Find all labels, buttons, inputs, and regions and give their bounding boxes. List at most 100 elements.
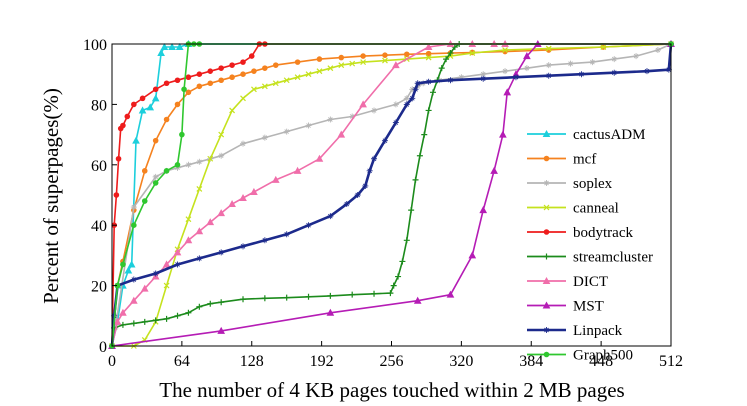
soplex-point [174,164,181,171]
soplex-point [152,173,159,180]
dict-point [173,248,182,256]
graph500-point [163,168,170,174]
dict-point [206,218,215,226]
legend-label: streamcluster [573,250,653,266]
mcf-point [294,59,301,65]
y-tick-label: 80 [91,97,107,114]
x-tick-label: 256 [380,353,404,370]
dict-point [359,100,367,108]
mcf-point [272,62,279,68]
legend-entry-canneal: canneal [527,201,619,217]
mst-point [413,296,422,304]
streamcluster-point [349,291,356,298]
linpack-point [152,270,159,277]
dict-point [140,284,149,292]
x-tick-label: 128 [240,353,264,370]
mst-point [217,326,226,334]
dict-point [392,61,400,69]
canneal-point [425,54,432,61]
mcf-point [262,65,268,71]
mst-point [479,206,488,214]
soplex-point [349,113,356,120]
cactusadm-point [160,42,169,51]
canneal-point [545,45,552,52]
linpack-point [371,155,378,162]
soplex-point [305,122,312,129]
legend-entry-dict: DICT [527,274,608,290]
mcf-point [185,89,192,96]
canneal-point [240,95,246,102]
mst-point [499,130,507,138]
bodytrack-point [115,155,122,162]
soplex-point [545,62,552,69]
legend-canneal-point [543,204,550,211]
series-line-canneal [112,43,672,347]
canneal-point [283,77,290,84]
soplex-point [392,101,399,108]
graph500-point [181,86,187,93]
graph500-point [131,222,137,228]
dict-point [228,200,236,208]
soplex-point [185,161,192,168]
canneal-point [196,186,203,192]
legend-entry-mcf: mcf [527,152,596,168]
mcf-point [163,116,170,123]
bodytrack-point [131,101,137,108]
streamcluster-point [425,107,432,114]
legend-entry-cactusadm: cactusADM [527,127,645,143]
bodytrack-point [174,77,181,84]
soplex-point [327,116,334,123]
linpack-point [512,74,519,81]
linpack-point [403,101,410,108]
streamcluster-point [421,131,428,138]
bodytrack-point [248,53,255,59]
legend-dict-point [542,276,551,284]
bodytrack-point [163,80,170,87]
mst-point [326,308,335,316]
graph500-point [141,198,148,204]
canneal-point [229,107,236,114]
series-cactusadm [108,39,675,349]
legend-soplex-point [543,180,550,186]
mcf-point [196,83,203,90]
cactusadm-point [138,106,147,114]
series-line-soplex [111,43,672,347]
streamcluster-point [240,296,247,303]
streamcluster-point [261,295,268,302]
canneal-point [469,50,476,56]
linpack-point [174,261,181,268]
dict-point [337,130,346,138]
x-tick-label: 64 [174,353,190,370]
linpack-point [327,213,334,220]
mcf-point [141,168,148,174]
canneal-point [349,60,356,67]
y-tick-label: 40 [91,218,107,235]
x-axis-label: The number of 4 KB pages touched within … [159,378,624,402]
legend-label: bodytrack [573,225,633,241]
legend-graph500-point [543,351,550,358]
dict-point [119,308,127,316]
soplex-point [196,158,203,165]
streamcluster-point [130,320,137,327]
bodytrack-point [218,65,224,71]
canneal-point [360,59,367,66]
legend: cactusADM mcf soplex canneal bodytrack stream… [527,127,653,364]
y-tick-label: 20 [91,279,107,296]
linpack-point [196,255,203,262]
linpack-point [261,237,268,244]
x-tick-label: 384 [519,353,543,370]
legend-entry-mst: MST [527,299,604,315]
mcf-point [174,101,181,108]
streamcluster-point [399,258,406,265]
series-canneal [109,41,674,349]
x-tick-label: 320 [449,353,473,370]
dict-point [113,317,122,325]
soplex-point [611,56,618,63]
canneal-point [163,282,170,289]
bodytrack-point [120,122,126,129]
soplex-point [502,68,509,75]
streamcluster-point [119,321,126,328]
dict-point [293,166,302,174]
mst-point [490,166,498,174]
linpack-point [240,243,247,250]
